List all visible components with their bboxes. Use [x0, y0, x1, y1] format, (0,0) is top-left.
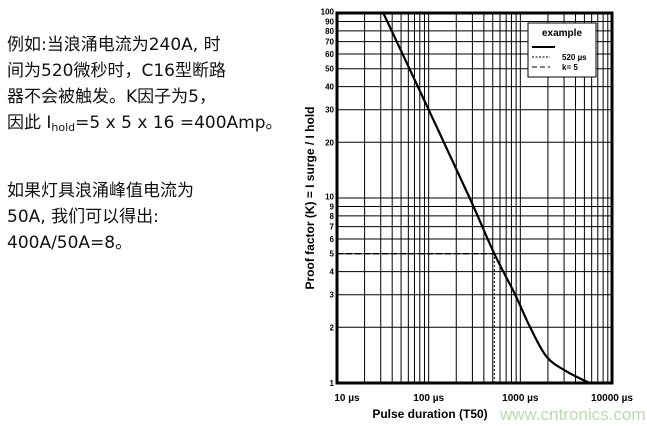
paragraph-2: 如果灯具浪涌峰值电流为 50A, 我们可以得出: 400A/50A=8。 — [7, 178, 194, 256]
x-axis-title: Pulse duration (T50) — [372, 407, 487, 421]
y-tick-label: 6 — [330, 235, 335, 244]
subscript: hold — [51, 121, 76, 134]
y-tick-label: 7 — [330, 223, 335, 232]
legend-label: 520 µs — [562, 53, 587, 62]
text-line: 如果灯具浪涌峰值电流为 — [7, 181, 194, 201]
y-tick-label: 9 — [330, 202, 335, 211]
y-tick-label: 4 — [330, 268, 335, 277]
text-line: 400A/50A=8。 — [7, 233, 133, 253]
y-tick-label: 70 — [325, 38, 334, 47]
watermark: www.cntronics.com — [500, 405, 646, 424]
y-tick-label: 2 — [330, 323, 335, 332]
y-tick-label: 50 — [325, 65, 334, 74]
text-line: 例如:当浪涌电流为240A, 时 — [7, 35, 221, 55]
y-axis-title: Proof factor (K) = I surge / I hold — [303, 106, 317, 289]
text-part: 因此 I — [7, 113, 52, 133]
text-line: 器不会被触发。K因子为5， — [7, 87, 216, 107]
legend-title: example — [542, 28, 582, 39]
series-line — [382, 12, 591, 384]
legend-box — [527, 22, 597, 78]
y-tick-label: 3 — [330, 291, 335, 300]
y-tick-label: 100 — [321, 8, 335, 17]
legend-label: k= 5 — [562, 63, 578, 72]
x-tick-label: 100 µs — [413, 393, 444, 404]
y-tick-label: 40 — [325, 83, 334, 92]
text-part: =5 x 5 x 16 =400Amp。 — [75, 113, 283, 133]
paragraph-1: 例如:当浪涌电流为240A, 时 间为520微秒时，C16型断路 器不会被触发。… — [7, 32, 283, 136]
x-tick-label: 10000 µs — [591, 393, 633, 404]
text-line: 50A, 我们可以得出: — [7, 207, 159, 227]
y-tick-label: 8 — [330, 212, 335, 221]
y-tick-label: 1 — [330, 379, 335, 388]
x-tick-label: 10 µs — [334, 393, 360, 404]
y-tick-label: 80 — [325, 27, 334, 36]
y-tick-label: 5 — [330, 250, 335, 259]
text-line: 间为520微秒时，C16型断路 — [7, 61, 226, 81]
y-tick-label: 90 — [325, 17, 334, 26]
y-tick-label: 20 — [325, 138, 334, 147]
y-tick-label: 60 — [325, 50, 334, 59]
y-tick-label: 10 — [325, 193, 334, 202]
text-line: 因此 Ihold=5 x 5 x 16 =400Amp。 — [7, 110, 283, 136]
y-tick-label: 30 — [325, 106, 334, 115]
plot-frame — [335, 11, 614, 385]
x-tick-label: 1000 µs — [502, 393, 539, 404]
